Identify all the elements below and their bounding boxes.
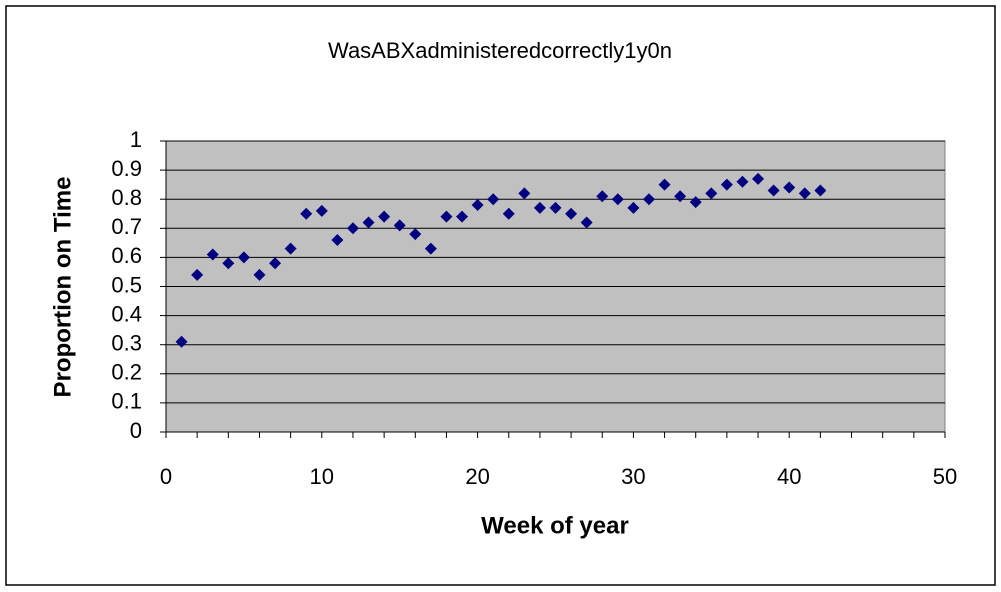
point [689, 196, 702, 209]
point [191, 268, 204, 281]
y-tick-label: 0.1 [111, 389, 142, 414]
x-tick-label: 20 [465, 464, 489, 489]
y-tick-label: 0.6 [111, 243, 142, 268]
point [362, 216, 375, 229]
point [237, 251, 250, 264]
point [533, 201, 546, 214]
point [393, 219, 406, 232]
x-tick-label: 0 [160, 464, 172, 489]
point [346, 222, 359, 235]
x-axis-label: Week of year [481, 512, 629, 539]
point [565, 207, 578, 220]
y-tick-label: 0.2 [111, 360, 142, 385]
point [456, 210, 469, 223]
point [658, 178, 671, 191]
point [767, 184, 780, 197]
point [175, 335, 188, 348]
point [720, 178, 733, 191]
point [315, 204, 328, 217]
point [736, 175, 749, 188]
point [409, 228, 422, 241]
point [705, 187, 718, 200]
point [596, 190, 609, 203]
x-tick-label: 40 [777, 464, 801, 489]
x-tick-label: 30 [621, 464, 645, 489]
y-tick-label: 0 [130, 418, 142, 443]
point [674, 190, 687, 203]
point [471, 199, 484, 212]
x-tick-label: 10 [310, 464, 334, 489]
point [752, 172, 765, 185]
y-tick-label: 0.9 [111, 156, 142, 181]
point [378, 210, 391, 223]
point [549, 201, 562, 214]
point [300, 207, 313, 220]
point [424, 242, 437, 255]
y-tick-label: 0.3 [111, 331, 142, 356]
y-axis-label: Proportion on Time [49, 177, 76, 398]
point [284, 242, 297, 255]
point [331, 233, 344, 246]
point [814, 184, 827, 197]
y-tick-label: 0.4 [111, 301, 142, 326]
point [580, 216, 593, 229]
point [783, 181, 796, 194]
point [627, 201, 640, 214]
x-tick-label: 50 [933, 464, 957, 489]
y-tick-label: 1 [130, 127, 142, 152]
point [206, 248, 219, 261]
point [222, 257, 235, 270]
point [269, 257, 282, 270]
point [502, 207, 515, 220]
chart-title: WasABXadministeredcorrectly1y0n [328, 38, 672, 63]
point [253, 268, 266, 281]
point [611, 193, 624, 206]
point [518, 187, 531, 200]
point [487, 193, 500, 206]
point [440, 210, 453, 223]
y-tick-label: 0.5 [111, 272, 142, 297]
point [642, 193, 655, 206]
point [798, 187, 811, 200]
y-tick-label: 0.8 [111, 185, 142, 210]
y-tick-label: 0.7 [111, 214, 142, 239]
